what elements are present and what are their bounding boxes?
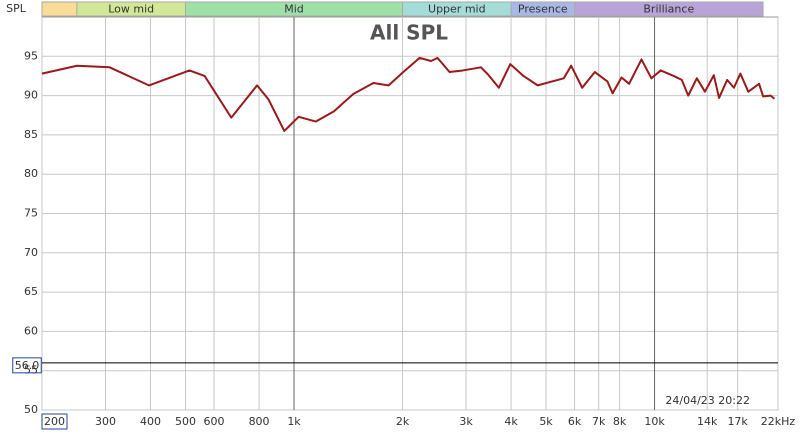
x-tick-label: 14k bbox=[697, 415, 718, 428]
x-tick-label: 800 bbox=[249, 415, 270, 428]
marker-box bbox=[12, 357, 42, 374]
x-tick-label: 17k bbox=[727, 415, 748, 428]
x-tick-label: 4k bbox=[504, 415, 518, 428]
band bbox=[574, 1, 764, 17]
x-tick-label: 3k bbox=[459, 415, 473, 428]
y-tick-label: 60 bbox=[24, 324, 38, 337]
x-tick-label: 7k bbox=[592, 415, 606, 428]
y-tick-label: 90 bbox=[24, 89, 38, 102]
y-tick-label: 65 bbox=[24, 285, 38, 298]
plot-layer: Low mid Mid Upper mid Presence Brilliance 50 5… bbox=[12, 1, 796, 430]
y-tick-label: 70 bbox=[24, 246, 38, 259]
y-tick-label: 80 bbox=[24, 167, 38, 180]
x-tick-label: 400 bbox=[140, 415, 161, 428]
band bbox=[41, 1, 78, 17]
chart-title: All SPL bbox=[370, 21, 448, 45]
x-tick-label: 300 bbox=[95, 415, 116, 428]
x-tick-label: 2k bbox=[396, 415, 410, 428]
y-tick-label: 75 bbox=[24, 207, 38, 220]
x-tick-label: 8k bbox=[613, 415, 627, 428]
x-tick-label: 6k bbox=[568, 415, 582, 428]
x-tick-label: 1k bbox=[287, 415, 301, 428]
marker-label: 56.0 bbox=[15, 359, 40, 372]
y-axis-label: SPL bbox=[6, 2, 27, 15]
band-label: Brilliance bbox=[643, 3, 694, 16]
timestamp: 24/04/23 20:22 bbox=[665, 394, 750, 407]
band-label: Presence bbox=[518, 3, 568, 16]
x-start-box bbox=[41, 413, 68, 430]
x-tick-label: 200 bbox=[44, 415, 65, 428]
y-tick-label: 85 bbox=[24, 128, 38, 141]
band-label: Mid bbox=[284, 3, 304, 16]
band-label: Low mid bbox=[108, 3, 154, 16]
y-tick-label: 95 bbox=[24, 49, 38, 62]
y-tick-label: 55 bbox=[24, 364, 38, 377]
band-label: Upper mid bbox=[428, 3, 486, 16]
series-line bbox=[41, 56, 776, 132]
x-tick-label: 500 bbox=[175, 415, 196, 428]
y-tick-label: 50 bbox=[24, 403, 38, 416]
x-tick-label: 600 bbox=[204, 415, 225, 428]
x-tick-label: 5k bbox=[539, 415, 553, 428]
x-tick-label: 10k bbox=[644, 415, 665, 428]
x-tick-label: 22kHz bbox=[761, 415, 796, 428]
